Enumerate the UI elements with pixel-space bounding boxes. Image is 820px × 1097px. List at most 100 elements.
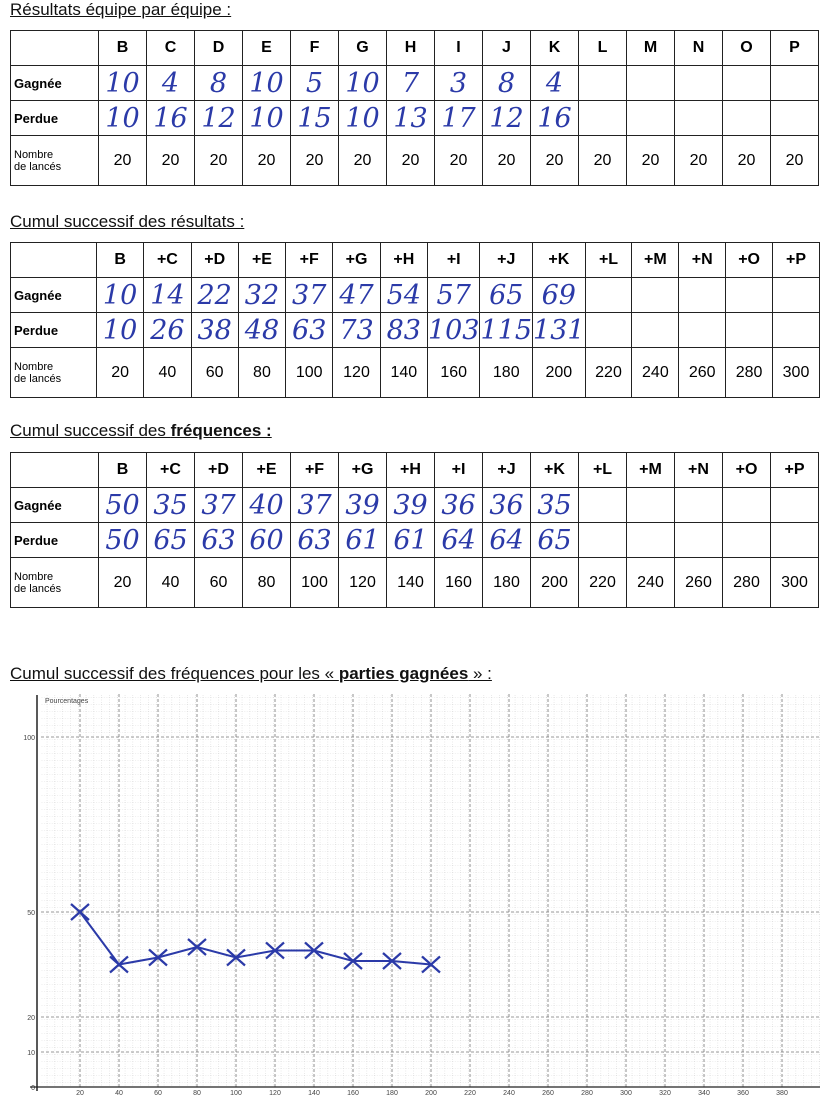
column-header: +K — [532, 242, 586, 278]
column-header: +I — [434, 452, 483, 488]
column-header: +C — [146, 452, 195, 488]
cell: 8 — [482, 65, 531, 101]
cell: 4 — [146, 65, 195, 101]
cell: 37 — [194, 487, 243, 523]
cell: 60 — [190, 347, 239, 398]
cell: 240 — [631, 347, 680, 398]
column-header: +M — [631, 242, 680, 278]
table-title: Cumul successif des résultats : — [10, 212, 244, 232]
cell: 160 — [426, 347, 481, 398]
cell: 36 — [434, 487, 483, 523]
cell: 37 — [285, 277, 334, 313]
cell — [674, 100, 723, 136]
column-header: +F — [290, 452, 339, 488]
cell: 100 — [285, 347, 334, 398]
column-header: P — [770, 30, 819, 66]
cell — [584, 312, 633, 348]
cell — [770, 522, 819, 558]
cell: 180 — [482, 557, 531, 608]
cell — [770, 65, 819, 101]
label-line: Nombre — [14, 148, 54, 161]
y-tick-label: 10 — [27, 1050, 35, 1057]
data-point — [265, 941, 285, 960]
cell: 50 — [98, 522, 147, 558]
header-row: B +C +D +E +F +G +H +I +J +K +L +M +N +O +P — [10, 242, 820, 278]
table-row: Gagnée 10 14 22 32 37 47 54 57 65 69 — [10, 277, 820, 313]
column-header: B — [95, 242, 145, 278]
cell — [722, 100, 771, 136]
column-header: +H — [386, 452, 435, 488]
cell: 61 — [338, 522, 387, 558]
x-tick-label: 360 — [737, 1090, 749, 1097]
cell: 22 — [190, 277, 239, 313]
data-point — [382, 952, 402, 970]
cell: 54 — [379, 277, 428, 313]
cell — [772, 312, 820, 348]
column-header: +G — [338, 452, 387, 488]
table-row: Perdue 50 65 63 60 63 61 61 64 64 65 — [10, 522, 819, 558]
row-label: Nombre de lancés — [10, 557, 99, 608]
cell: 35 — [146, 487, 195, 523]
x-tick-label: 340 — [698, 1090, 710, 1097]
cell — [578, 487, 627, 523]
data-point — [148, 948, 168, 967]
table-title: Résultats équipe par équipe : — [10, 0, 231, 20]
column-header: D — [194, 30, 243, 66]
x-tick-label: 320 — [659, 1090, 671, 1097]
x-tick-label: 60 — [154, 1090, 162, 1097]
series-line — [79, 911, 432, 966]
cell: 20 — [98, 135, 147, 186]
column-header: M — [626, 30, 675, 66]
y-tick-label: 100 — [23, 735, 35, 742]
column-header: +J — [479, 242, 534, 278]
label-text: Perdue — [14, 532, 59, 548]
cell: 140 — [386, 557, 435, 608]
cell — [674, 487, 723, 523]
minor-grid — [41, 695, 820, 1087]
cell: 7 — [386, 65, 435, 101]
cell: 280 — [725, 347, 774, 398]
data-table: B +C +D +E +F +G +H +I +J +K +L +M +N +O +P Gagnée 10 14 2… — [10, 242, 820, 398]
title-part: Cumul successif des fréquences pour les … — [10, 664, 339, 683]
column-header: +G — [332, 242, 381, 278]
x-tick-label: 280 — [581, 1090, 593, 1097]
cell: 10 — [338, 65, 387, 101]
cell: 4 — [530, 65, 579, 101]
cell: 61 — [386, 522, 435, 558]
y-tick-label: 0 — [31, 1085, 35, 1092]
table-row: Gagnée 10 4 8 10 5 10 7 3 8 4 — [10, 65, 819, 101]
cell: 65 — [146, 522, 195, 558]
cell: 32 — [237, 277, 287, 313]
column-header: F — [290, 30, 339, 66]
cell: 26 — [143, 312, 192, 348]
cell: 69 — [532, 277, 586, 313]
cell: 65 — [530, 522, 579, 558]
column-header: N — [674, 30, 723, 66]
label-line: Nombre — [14, 570, 54, 583]
table-title: Cumul successif des fréquences : — [10, 421, 272, 441]
column-header: +P — [770, 452, 819, 488]
row-label: Nombre de lancés — [10, 135, 99, 186]
cell: 10 — [95, 312, 145, 348]
cell: 200 — [530, 557, 579, 608]
title-part: fréquences : — [170, 421, 272, 440]
cell: 10 — [95, 277, 145, 313]
cell — [578, 100, 627, 136]
column-header: +C — [143, 242, 192, 278]
cell — [770, 100, 819, 136]
label-text: Gagnée — [14, 497, 62, 513]
column-header: C — [146, 30, 195, 66]
column-header: B — [98, 452, 147, 488]
cell: 63 — [285, 312, 334, 348]
column-header: I — [434, 30, 483, 66]
column-header: +L — [578, 452, 627, 488]
cell: 37 — [290, 487, 339, 523]
cell — [722, 487, 771, 523]
column-header: B — [98, 30, 147, 66]
cell: 3 — [434, 65, 483, 101]
cell: 64 — [434, 522, 483, 558]
cell: 120 — [332, 347, 381, 398]
cell: 64 — [482, 522, 531, 558]
cell: 5 — [290, 65, 339, 101]
